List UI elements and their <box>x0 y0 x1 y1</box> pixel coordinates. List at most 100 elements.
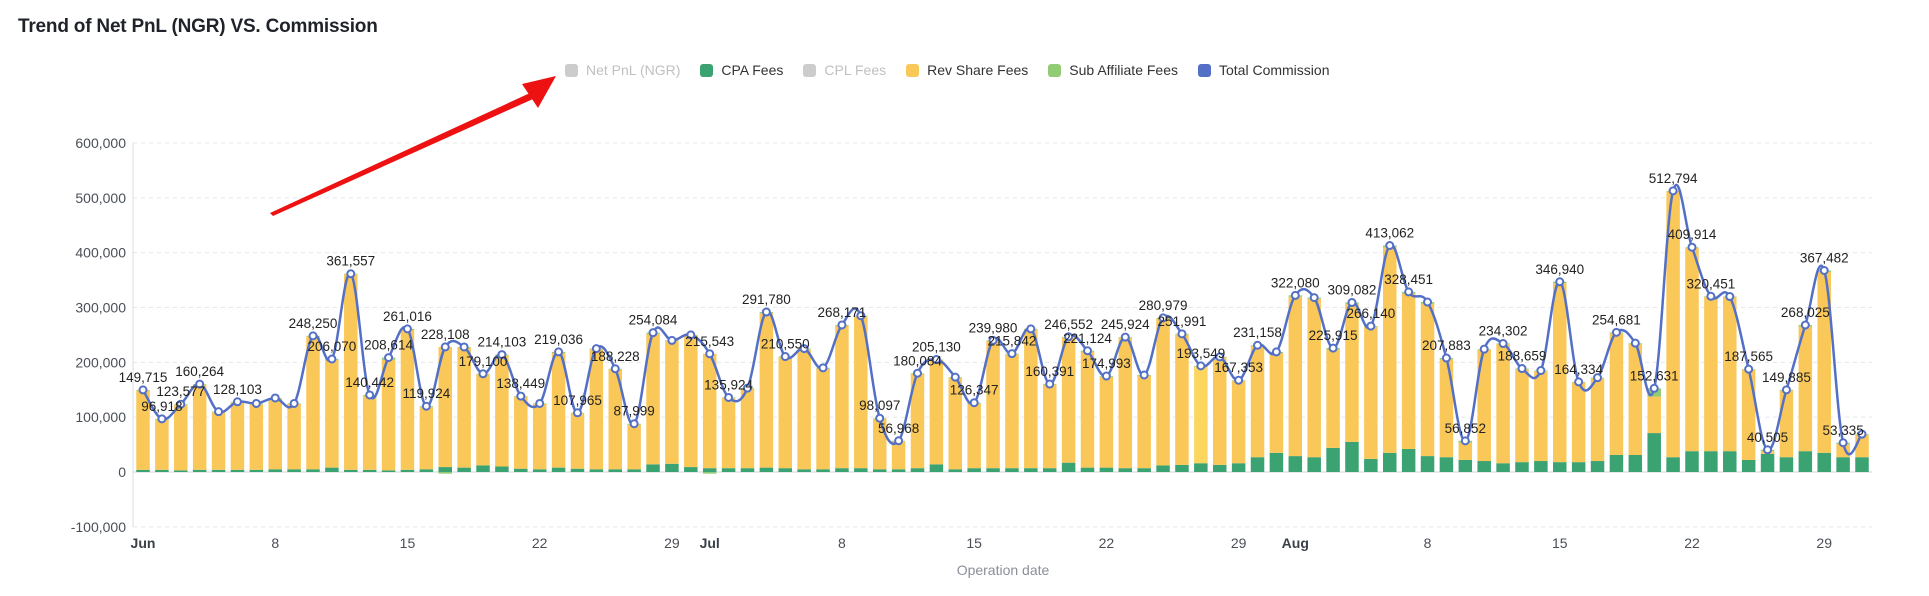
bar-rev-share-fees[interactable] <box>306 336 320 470</box>
legend-item-net-pnl-ngr[interactable]: Net PnL (NGR) <box>565 62 680 78</box>
bar-rev-share-fees[interactable] <box>1515 369 1529 463</box>
bar-cpa-fees[interactable] <box>551 467 566 472</box>
bar-rev-share-fees[interactable] <box>1061 337 1076 463</box>
line-point[interactable] <box>365 390 375 400</box>
bar-cpa-fees[interactable] <box>570 468 585 472</box>
bar-cpa-fees[interactable] <box>740 468 755 472</box>
bar-rev-share-fees[interactable] <box>532 404 547 470</box>
bar-cpa-fees[interactable] <box>1345 441 1359 472</box>
bar-rev-share-fees[interactable] <box>1401 293 1416 449</box>
bar-sub-affiliate-fees[interactable] <box>438 472 452 474</box>
line-point[interactable] <box>1234 375 1244 385</box>
bar-rev-share-fees[interactable] <box>1590 378 1605 462</box>
line-point[interactable] <box>308 331 318 341</box>
bar-rev-share-fees[interactable] <box>514 396 528 469</box>
bar-rev-share-fees[interactable] <box>589 349 604 470</box>
line-point[interactable] <box>421 401 431 411</box>
line-point[interactable] <box>535 398 545 408</box>
bar-cpa-fees[interactable] <box>211 469 226 472</box>
line-point[interactable] <box>780 352 790 362</box>
bar-rev-share-fees[interactable] <box>1571 382 1586 463</box>
line-point[interactable] <box>516 391 526 401</box>
bar-cpa-fees[interactable] <box>1269 452 1284 472</box>
line-point[interactable] <box>384 353 394 363</box>
bar-cpa-fees[interactable] <box>702 468 717 472</box>
bar-rev-share-fees[interactable] <box>1024 329 1038 469</box>
bar-rev-share-fees[interactable] <box>155 419 169 470</box>
bar-cpa-fees[interactable] <box>1080 467 1095 472</box>
line-point[interactable] <box>1781 385 1791 395</box>
line-point[interactable] <box>572 408 582 418</box>
bar-rev-share-fees[interactable] <box>1439 359 1454 458</box>
bar-rev-share-fees[interactable] <box>986 340 1000 469</box>
line-point[interactable] <box>1215 352 1225 362</box>
bar-cpa-fees[interactable] <box>1137 468 1151 472</box>
bar-rev-share-fees[interactable] <box>1817 271 1831 453</box>
bar-rev-share-fees[interactable] <box>381 359 396 471</box>
bar-rev-share-fees[interactable] <box>778 357 793 469</box>
line-point[interactable] <box>138 385 148 395</box>
bar-rev-share-fees[interactable] <box>1005 354 1019 469</box>
line-point[interactable] <box>1120 332 1130 342</box>
line-point[interactable] <box>1460 436 1470 446</box>
bar-cpa-fees[interactable] <box>1590 461 1605 472</box>
line-point[interactable] <box>931 355 941 365</box>
line-point[interactable] <box>591 344 601 354</box>
bar-rev-share-fees[interactable] <box>627 424 641 470</box>
line-point[interactable] <box>686 330 696 340</box>
line-point[interactable] <box>610 364 620 374</box>
bar-cpa-fees[interactable] <box>1005 468 1019 472</box>
line-point[interactable] <box>1271 347 1281 357</box>
bar-rev-share-fees[interactable] <box>1194 366 1208 464</box>
line-point[interactable] <box>1253 340 1263 350</box>
bar-cpa-fees[interactable] <box>608 469 623 472</box>
bar-cpa-fees[interactable] <box>1194 463 1208 472</box>
bar-cpa-fees[interactable] <box>1212 464 1227 472</box>
line-point[interactable] <box>1725 292 1735 302</box>
line-point[interactable] <box>856 311 866 321</box>
bar-rev-share-fees[interactable] <box>551 352 566 468</box>
bar-rev-share-fees[interactable] <box>344 274 358 470</box>
bar-rev-share-fees[interactable] <box>910 373 925 469</box>
line-point[interactable] <box>1366 321 1376 331</box>
legend-item-cpl-fees[interactable]: CPL Fees <box>803 62 886 78</box>
bar-cpa-fees[interactable] <box>721 468 736 472</box>
line-point[interactable] <box>1838 438 1848 448</box>
line-point[interactable] <box>629 419 639 429</box>
line-point[interactable] <box>1139 370 1149 380</box>
line-point[interactable] <box>742 383 752 393</box>
bar-rev-share-fees[interactable] <box>1628 343 1643 456</box>
bar-rev-share-fees[interactable] <box>1666 191 1680 458</box>
bar-rev-share-fees[interactable] <box>797 349 811 470</box>
line-point[interactable] <box>818 363 828 373</box>
line-point[interactable] <box>1404 287 1414 297</box>
bar-cpa-fees[interactable] <box>1855 457 1869 472</box>
line-point[interactable] <box>1611 327 1621 337</box>
bar-cpa-fees[interactable] <box>1288 456 1303 472</box>
bar-cpa-fees[interactable] <box>684 467 698 472</box>
bar-cpa-fees[interactable] <box>1175 464 1189 472</box>
bar-cpa-fees[interactable] <box>646 464 660 472</box>
line-point[interactable] <box>176 399 186 409</box>
legend-item-rev-share-fees[interactable]: Rev Share Fees <box>906 62 1028 78</box>
line-point[interactable] <box>440 342 450 352</box>
bar-rev-share-fees[interactable] <box>211 412 226 470</box>
bar-rev-share-fees[interactable] <box>646 333 660 465</box>
bar-rev-share-fees[interactable] <box>400 329 415 470</box>
bar-rev-share-fees[interactable] <box>325 359 339 468</box>
line-point[interactable] <box>894 436 904 446</box>
bar-cpa-fees[interactable] <box>174 470 188 472</box>
bar-cpa-fees[interactable] <box>1420 456 1435 472</box>
line-point[interactable] <box>289 398 299 408</box>
line-point[interactable] <box>875 413 885 423</box>
legend-item-cpa-fees[interactable]: CPA Fees <box>700 62 783 78</box>
bar-cpa-fees[interactable] <box>1571 462 1586 472</box>
bar-cpa-fees[interactable] <box>1326 447 1340 472</box>
bar-rev-share-fees[interactable] <box>1250 346 1265 458</box>
bar-rev-share-fees[interactable] <box>1647 396 1661 434</box>
bar-rev-share-fees[interactable] <box>948 377 963 470</box>
bar-rev-share-fees[interactable] <box>1685 247 1699 452</box>
line-point[interactable] <box>761 307 771 317</box>
bar-cpa-fees[interactable] <box>1382 452 1397 472</box>
bar-rev-share-fees[interactable] <box>1382 247 1397 453</box>
